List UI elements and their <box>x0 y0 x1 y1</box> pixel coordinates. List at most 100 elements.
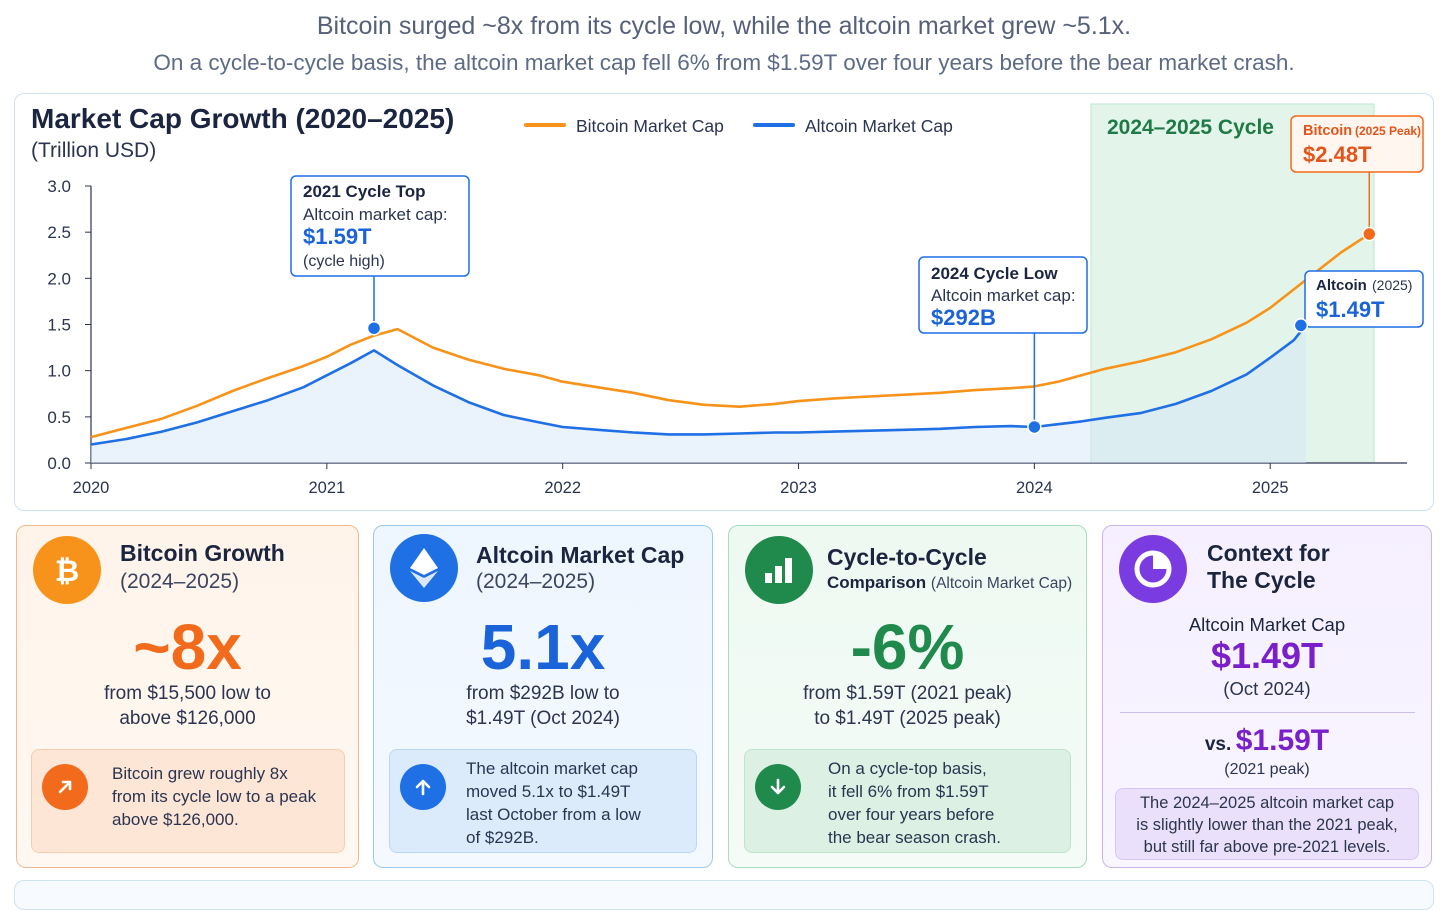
callout-btcpeak-value: $2.48T <box>1303 142 1372 167</box>
context-note: The 2024–2025 altcoin market cap is slig… <box>1115 788 1419 860</box>
headline-primary: Bitcoin surged ~8x from its cycle low, w… <box>316 12 1132 40</box>
arrow-up-icon <box>400 764 446 810</box>
callout-btcpeak-title: Bitcoin <box>1303 123 1352 139</box>
y-tick-label: 1.0 <box>47 362 71 381</box>
altcoin-card-subtitle: (2024–2025) <box>476 570 596 593</box>
x-tick-label: 2025 <box>1252 479 1289 497</box>
context-date: (Oct 2024) <box>1223 678 1311 699</box>
callout-box-btcpeak <box>1290 115 1424 173</box>
callout-box-alt2025 <box>1304 270 1424 328</box>
context-comparison: vs. $1.59T <box>1103 724 1431 758</box>
callout-alt2025-qualifier: (2025) <box>1372 277 1412 293</box>
cycle-card-subtitle: Comparison (Altcoin Market Cap) <box>827 573 1072 593</box>
y-tick-label: 0.0 <box>47 454 71 473</box>
bottom-panel-edge <box>14 880 1434 910</box>
bitcoin-desc-line1: from $15,500 low to <box>104 683 271 704</box>
pie-chart-icon <box>1119 535 1187 603</box>
context-note-line1: The 2024–2025 altcoin market cap <box>1139 794 1395 812</box>
context-card-title-line1: Context for <box>1207 540 1330 566</box>
cycle-note-line2: it fell 6% from $1.59T <box>828 782 989 801</box>
cycle-change-value: -6% <box>850 611 965 683</box>
callout-low2024-value: $292B <box>931 305 996 330</box>
altcoin-growth-value: 5.1x <box>480 611 606 683</box>
chart-title: Market Cap Growth (2020–2025) <box>31 103 454 134</box>
arrow-up-right-icon <box>42 764 88 810</box>
context-vs-value: $1.59T <box>1235 724 1330 757</box>
bitcoin-note: Bitcoin grew roughly 8x from its cycle l… <box>31 749 345 853</box>
y-tick-label: 1.5 <box>47 316 71 335</box>
callout-top2021-value: $1.59T <box>303 224 372 249</box>
svg-text:₿: ₿ <box>55 554 79 589</box>
callout-btcpeak-qualifier: (2025 Peak) <box>1355 124 1421 138</box>
context-vs: vs. <box>1204 734 1232 755</box>
bitcoin-desc-line2: above $126,000 <box>119 708 256 729</box>
x-tick-label: 2021 <box>308 479 345 497</box>
altcoin-note-line4: of $292B. <box>466 828 539 847</box>
cycle-context-card: Context for The Cycle Altcoin Market Cap… <box>1102 525 1432 868</box>
bitcoin-series-line <box>90 232 1371 439</box>
context-label: Altcoin Market Cap <box>1188 614 1346 635</box>
bitcoin-note-line1: Bitcoin grew roughly 8x <box>112 764 288 783</box>
cycle-note-line1: On a cycle-top basis, <box>828 759 987 778</box>
bitcoin-growth-card: ₿ Bitcoin Growth (2024–2025) ~8x from $1… <box>16 525 359 868</box>
cycle-card-subtitle-rest: (Altcoin Market Cap) <box>930 575 1073 592</box>
x-tick-label: 2024 <box>1016 479 1053 497</box>
callout-top2021-title: 2021 Cycle Top <box>303 182 426 201</box>
altcoin-desc-line1: from $292B low to <box>466 683 620 704</box>
cycle-region-label: 2024–2025 Cycle <box>1107 116 1274 139</box>
bitcoin-card-title: Bitcoin Growth <box>120 540 285 566</box>
y-tick-label: 3.0 <box>47 177 71 196</box>
arrow-down-icon <box>755 764 801 810</box>
y-tick-label: 2.5 <box>47 223 71 242</box>
callout-point-low2024 <box>1027 419 1042 435</box>
context-vs-date: (2021 peak) <box>1224 761 1310 778</box>
callout-alt2025-value: $1.49T <box>1316 297 1385 322</box>
altcoin-note-line2: moved 5.1x to $1.49T <box>466 782 631 801</box>
cycle-desc-line1: from $1.59T (2021 peak) <box>803 683 1012 704</box>
y-tick-label: 2.0 <box>47 269 71 288</box>
callout-low2024-label: Altcoin market cap: <box>931 286 1076 305</box>
callout-box-top2021 <box>290 175 470 277</box>
altcoin-desc-line2: $1.49T (Oct 2024) <box>466 708 620 729</box>
altcoin-area-fill <box>91 325 1306 463</box>
altcoin-note: The altcoin market cap moved 5.1x to $1.… <box>389 749 697 853</box>
bitcoin-note-line3: above $126,000. <box>112 810 239 829</box>
cycle-note-line3: over four years before <box>828 805 995 824</box>
altcoin-series-line <box>90 324 1307 446</box>
callout-point-btcpeak <box>1362 226 1377 242</box>
bitcoin-note-line2: from its cycle low to a peak <box>112 787 317 806</box>
callout-point-alt2025 <box>1293 318 1309 333</box>
callout-point-top2021 <box>366 320 382 336</box>
market-cap-chart: 2024–2025 Cycle Market Cap Growth (2020–2… <box>31 103 1424 497</box>
altcoin-note-line1: The altcoin market cap <box>466 759 638 778</box>
ethereum-icon <box>390 534 458 602</box>
cycle-desc-line2: to $1.49T (2025 peak) <box>814 708 1001 729</box>
market-cap-chart-panel: 2024–2025 Cycle Market Cap Growth (2020–2… <box>14 93 1434 511</box>
y-tick-label: 0.5 <box>47 408 71 427</box>
callout-top2021-label: Altcoin market cap: <box>303 205 448 224</box>
altcoin-note-line3: last October from a low <box>466 805 641 824</box>
x-tick-label: 2020 <box>73 479 110 497</box>
cycle-comparison-card: Cycle-to-Cycle Comparison (Altcoin Marke… <box>728 525 1087 868</box>
x-tick-label: 2022 <box>544 479 581 497</box>
bitcoin-card-subtitle: (2024–2025) <box>120 570 240 593</box>
callout-alt2025-title: Altcoin <box>1316 277 1367 294</box>
bitcoin-icon: ₿ <box>33 536 101 604</box>
context-card-title-line2: The Cycle <box>1207 567 1316 593</box>
x-tick-label: 2023 <box>780 479 817 497</box>
context-note-line2: is slightly lower than the 2021 peak, <box>1136 816 1398 834</box>
cycle-card-title: Cycle-to-Cycle <box>827 544 987 570</box>
callout-box-low2024 <box>918 256 1088 334</box>
callout-top2021-note: (cycle high) <box>303 253 385 270</box>
cycle-note-line4: the bear season crash. <box>828 828 1001 847</box>
context-note-line3: but still far above pre-2021 levels. <box>1143 838 1391 856</box>
cycle-note: On a cycle-top basis, it fell 6% from $1… <box>744 749 1071 853</box>
altcoin-market-cap-card: Altcoin Market Cap (2024–2025) 5.1x from… <box>373 525 713 868</box>
cycle-card-subtitle-bold: Comparison <box>827 573 927 592</box>
chart-subtitle: (Trillion USD) <box>31 139 156 162</box>
bitcoin-growth-value: ~8x <box>133 611 242 683</box>
legend-label-bitcoin: Bitcoin Market Cap <box>576 116 724 136</box>
context-value: $1.49T <box>1210 635 1324 676</box>
callout-low2024-title: 2024 Cycle Low <box>931 264 1058 283</box>
bar-chart-icon <box>745 536 813 604</box>
